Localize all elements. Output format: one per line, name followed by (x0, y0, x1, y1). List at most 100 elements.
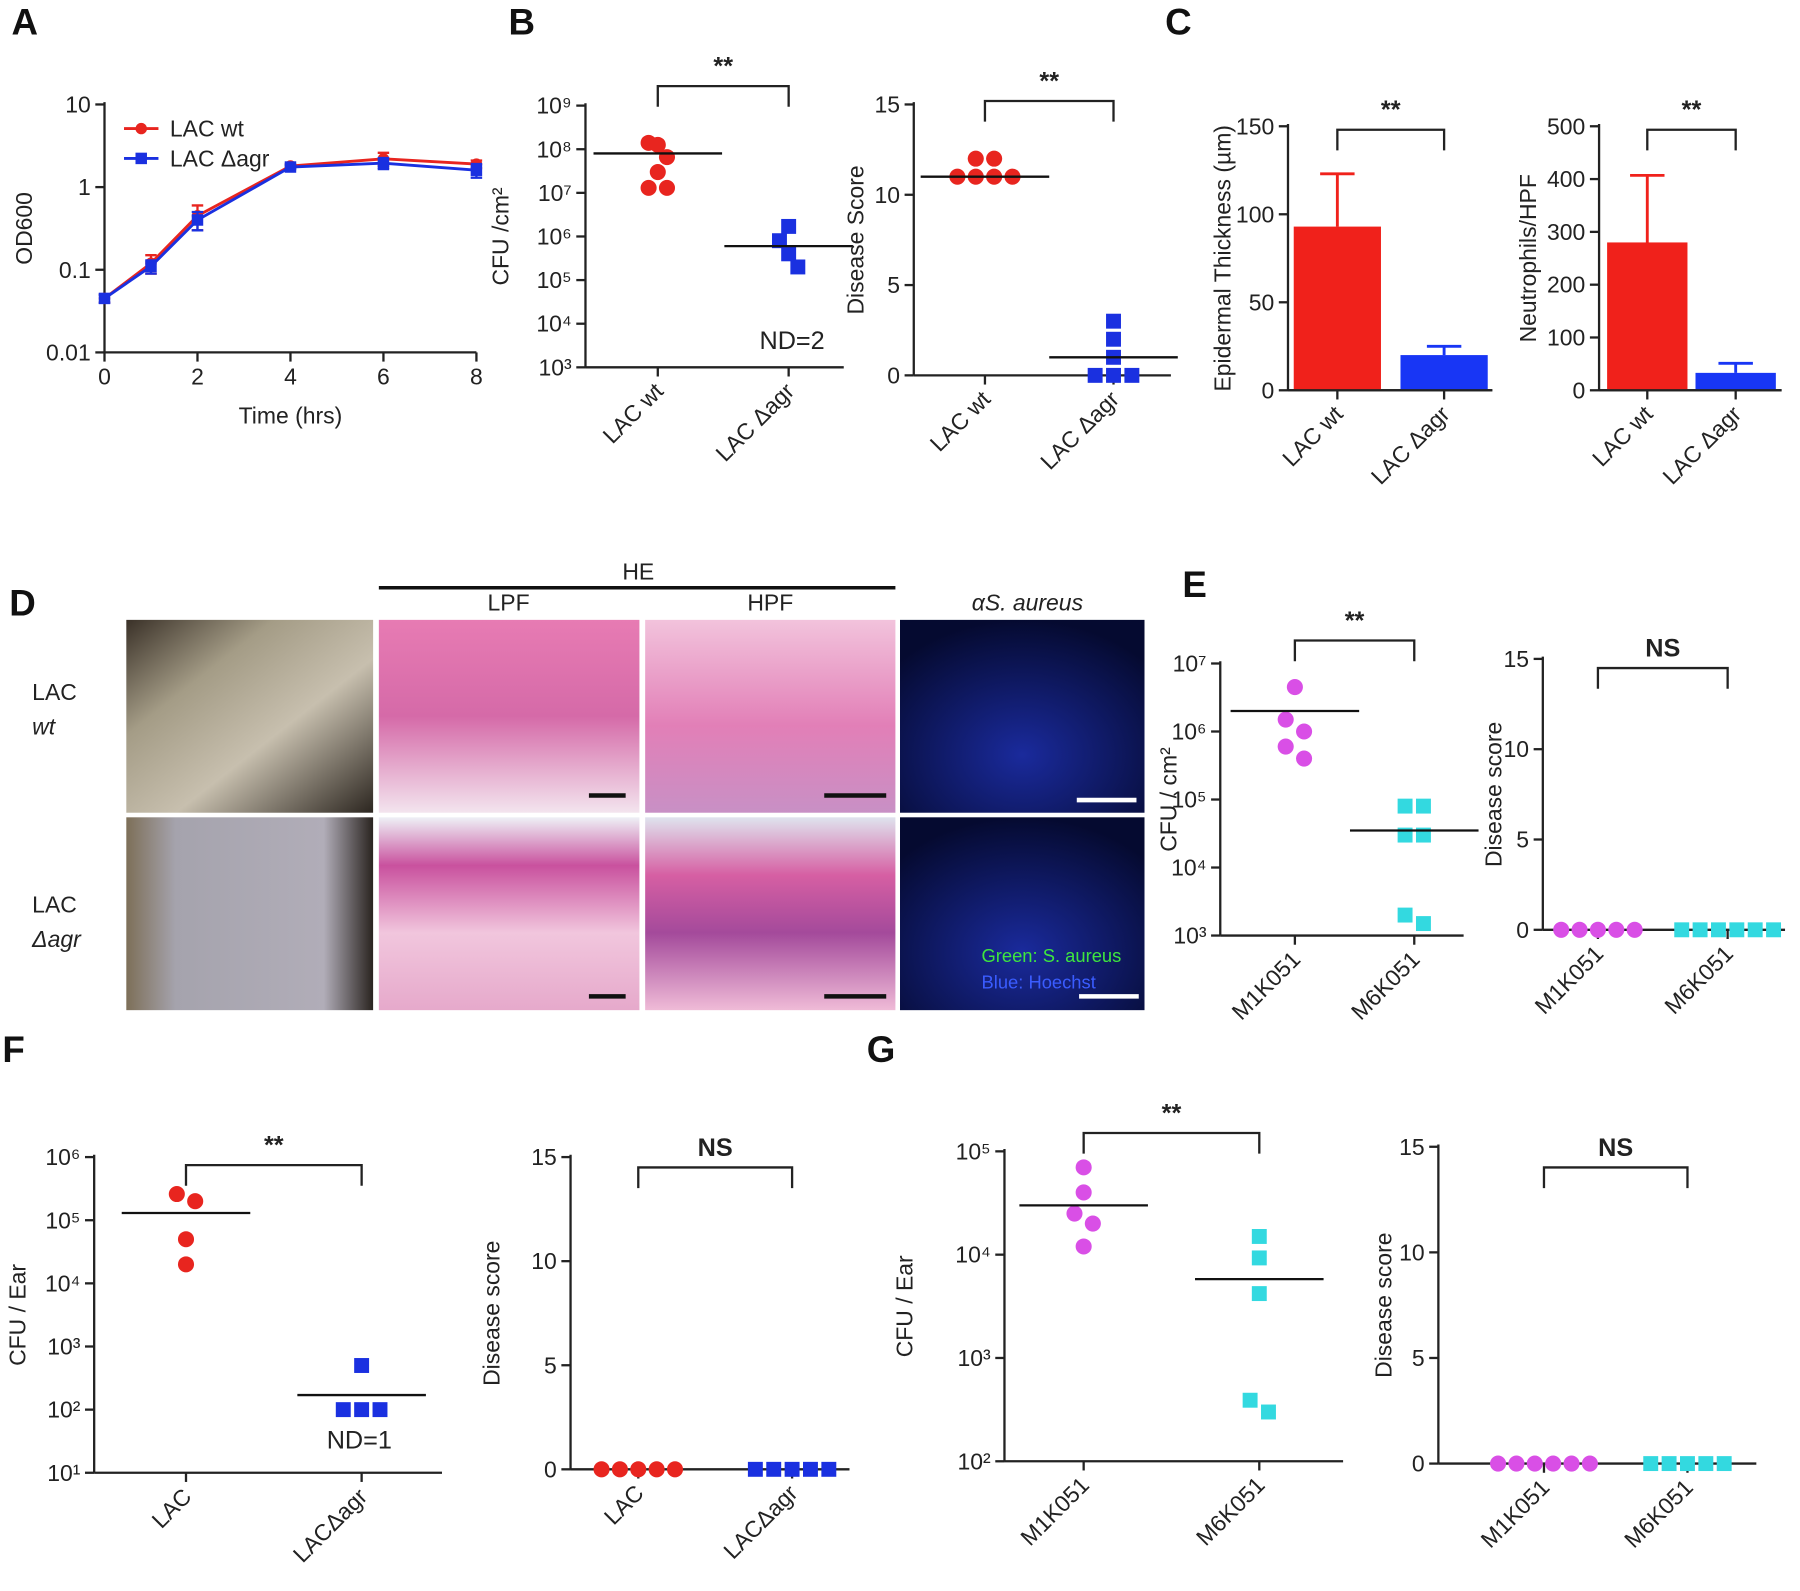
significance-label: ** (1682, 96, 1702, 124)
y-tick-label: 10⁴ (1171, 855, 1206, 881)
marker (1251, 1250, 1267, 1266)
y-tick-label: 15 (874, 91, 900, 117)
marker (1415, 798, 1431, 814)
y-tick-label: 10⁷ (538, 180, 572, 206)
marker (98, 292, 111, 305)
marker (1589, 921, 1606, 938)
significance-bracket (1646, 128, 1737, 151)
marker (1106, 313, 1121, 329)
stain-legend: Green: S. aureus (982, 945, 1122, 966)
marker (354, 1402, 370, 1418)
x-tick-label: 4 (284, 364, 297, 390)
fluorescence (900, 619, 1145, 813)
histology (378, 619, 640, 813)
marker (1397, 798, 1413, 814)
x-axis-label: Time (hrs) (239, 403, 343, 429)
marker (648, 1461, 665, 1478)
y-tick-label: 10⁶ (1172, 719, 1207, 745)
y-tick-label: 0 (544, 1456, 557, 1482)
marker (284, 161, 297, 173)
y-axis-label: Epidermal Thickness (µm) (1210, 125, 1236, 391)
marker (177, 1231, 195, 1248)
bar (1607, 242, 1688, 391)
y-tick-label: 10⁹ (536, 93, 571, 119)
error-bar (1320, 172, 1355, 227)
x-tick-label: LAC wt (1277, 400, 1348, 471)
panel-label: B (509, 1, 536, 42)
marker (1066, 1205, 1083, 1222)
x-tick-label: M1K051 (1227, 946, 1306, 1025)
marker (191, 214, 204, 226)
row-label: LAC (32, 892, 77, 918)
marker (1075, 1184, 1092, 1201)
y-tick-label: 10² (47, 1397, 81, 1423)
significance-bracket (656, 84, 790, 107)
panel-label: C (1165, 1, 1192, 42)
y-tick-label: 10⁵ (956, 1138, 991, 1164)
line (103, 157, 477, 300)
x-tick-label: 2 (191, 364, 204, 390)
y-tick-label: 100 (1547, 325, 1585, 351)
fluorescence (900, 817, 1145, 1011)
marker (1124, 367, 1140, 383)
marker (168, 1185, 185, 1203)
bar (1695, 372, 1776, 391)
marker (1242, 1392, 1258, 1408)
marker (377, 157, 390, 169)
marker (1296, 723, 1313, 740)
y-tick-label: 10⁵ (1171, 787, 1206, 813)
y-axis-label: Neutrophils/HPF (1515, 174, 1541, 342)
column-label: αS. aureus (972, 590, 1083, 616)
y-tick-label: 15 (1399, 1134, 1425, 1160)
panel-label: A (12, 1, 39, 42)
marker (649, 136, 666, 153)
x-tick-label: M1K051 (1476, 1474, 1555, 1553)
y-tick-label: 300 (1547, 219, 1585, 245)
y-tick-label: 150 (1236, 113, 1274, 139)
marker (649, 164, 666, 181)
y-axis-label: Disease score (1481, 722, 1507, 867)
y-tick-label: 5 (1412, 1345, 1425, 1371)
marker (372, 1402, 388, 1418)
x-tick-label: LAC (599, 1480, 649, 1530)
marker (1553, 921, 1570, 938)
significance-label: ** (1381, 96, 1401, 124)
marker (821, 1461, 837, 1477)
marker (135, 152, 147, 165)
column-label: HPF (747, 590, 793, 616)
y-tick-label: 0.1 (59, 257, 91, 283)
panel-label: G (867, 1029, 896, 1070)
marker (611, 1461, 628, 1478)
significance-label: ** (1039, 68, 1059, 96)
annotation: ND=2 (759, 327, 824, 355)
y-axis-label: Disease score (478, 1241, 504, 1386)
y-tick-label: 10¹ (47, 1460, 81, 1486)
marker (1674, 922, 1690, 938)
marker (1277, 711, 1294, 728)
y-tick-label: 500 (1547, 113, 1585, 139)
y-tick-label: 400 (1547, 166, 1585, 192)
significance-bracket (1082, 1131, 1261, 1154)
marker (177, 1256, 195, 1273)
significance-label: ** (1162, 1100, 1182, 1128)
significance-bracket (983, 99, 1115, 122)
x-tick-label: LAC wt (1587, 400, 1658, 471)
marker (1397, 907, 1413, 923)
marker (1643, 1456, 1659, 1472)
y-axis-label: Disease Score (842, 165, 868, 314)
marker (1075, 1238, 1092, 1255)
marker (967, 150, 984, 167)
marker (145, 260, 157, 273)
x-tick-label: LAC wt (598, 377, 669, 448)
significance-label: NS (698, 1134, 733, 1162)
y-axis-label: OD600 (11, 192, 37, 265)
y-tick-label: 10⁵ (45, 1207, 80, 1233)
marker (1415, 916, 1431, 932)
y-tick-label: 0 (887, 362, 900, 388)
marker (658, 179, 676, 196)
y-tick-label: 100 (1236, 201, 1274, 227)
marker (781, 218, 797, 234)
marker (470, 164, 483, 176)
marker (1766, 922, 1782, 938)
y-tick-label: 1 (78, 174, 91, 200)
